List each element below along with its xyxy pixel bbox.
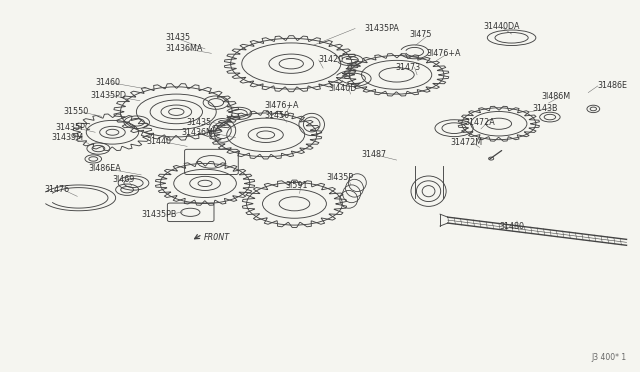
- Text: 31435: 31435: [166, 33, 191, 42]
- Text: J3 400* 1: J3 400* 1: [591, 353, 627, 362]
- Text: 31436M: 31436M: [182, 128, 213, 137]
- Text: 31439M: 31439M: [52, 133, 84, 142]
- Text: 3I476+A: 3I476+A: [264, 101, 299, 110]
- Text: 31436MA: 31436MA: [166, 44, 203, 53]
- Text: 3I486M: 3I486M: [541, 92, 571, 101]
- Text: 31472M: 31472M: [451, 138, 483, 147]
- Text: 31486E: 31486E: [598, 81, 628, 90]
- Text: 31450: 31450: [264, 111, 289, 120]
- Text: 3I476+A: 3I476+A: [426, 49, 461, 58]
- Text: 31472A: 31472A: [464, 119, 495, 128]
- Text: 3I469: 3I469: [113, 175, 135, 184]
- Text: 3I475: 3I475: [410, 29, 432, 39]
- Text: 3I591: 3I591: [285, 181, 308, 190]
- Text: 31435PD: 31435PD: [90, 91, 126, 100]
- Text: 31487: 31487: [361, 150, 386, 159]
- Text: 31440DA: 31440DA: [484, 22, 520, 31]
- Text: 31480: 31480: [499, 221, 524, 231]
- Text: 31435PA: 31435PA: [365, 24, 399, 33]
- Text: 31440: 31440: [147, 137, 172, 146]
- Text: 3I435P: 3I435P: [327, 173, 354, 182]
- Text: 31435: 31435: [186, 118, 211, 127]
- Text: 31435PB: 31435PB: [141, 211, 177, 219]
- Text: 31435PC: 31435PC: [56, 123, 91, 132]
- Text: 31420: 31420: [319, 55, 344, 64]
- Text: 3143B: 3143B: [532, 104, 557, 113]
- Text: 31473: 31473: [396, 63, 420, 72]
- Text: 31460: 31460: [95, 78, 120, 87]
- Text: 31476: 31476: [44, 185, 69, 194]
- Text: 3I440D: 3I440D: [329, 84, 357, 93]
- Text: FR0NT: FR0NT: [204, 232, 230, 242]
- Text: 31550: 31550: [63, 108, 88, 116]
- Text: 3I486EA: 3I486EA: [89, 164, 122, 173]
